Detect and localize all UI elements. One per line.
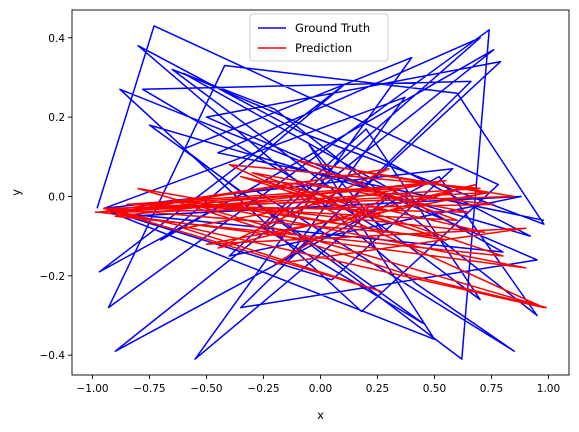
x-tick-label: 0.25 <box>366 383 389 395</box>
x-tick-label: 1.00 <box>537 383 560 395</box>
y-tick-label: −0.2 <box>40 271 66 283</box>
x-tick-label: −0.75 <box>133 383 165 395</box>
x-axis: −1.00 −0.75 −0.50 −0.25 0.00 0.25 0.50 0.75 1.00 <box>76 375 560 395</box>
legend-label-prediction: Prediction <box>295 41 352 55</box>
x-tick-label: 0.00 <box>309 383 332 395</box>
y-axis-label: y <box>9 189 23 196</box>
legend: Ground Truth Prediction <box>249 13 389 62</box>
x-tick-label: −0.25 <box>247 383 279 395</box>
x-tick-label: −0.50 <box>190 383 222 395</box>
y-tick-label: 0.2 <box>48 112 65 124</box>
x-tick-label: 0.50 <box>423 383 446 395</box>
y-tick-label: 0.0 <box>48 191 65 203</box>
series-line-prediction <box>94 160 547 309</box>
series-layer <box>94 25 547 360</box>
x-tick-label: 0.75 <box>480 383 503 395</box>
legend-label-ground-truth: Ground Truth <box>295 21 370 35</box>
series-line-ground-truth <box>96 25 545 360</box>
y-tick-label: −0.4 <box>40 350 66 362</box>
y-axis: −0.4 −0.2 0.0 0.2 0.4 <box>40 33 72 362</box>
y-tick-label: 0.4 <box>48 33 65 45</box>
x-tick-label: −1.00 <box>76 383 108 395</box>
legend-box <box>249 13 389 62</box>
x-axis-label: x <box>317 408 324 422</box>
